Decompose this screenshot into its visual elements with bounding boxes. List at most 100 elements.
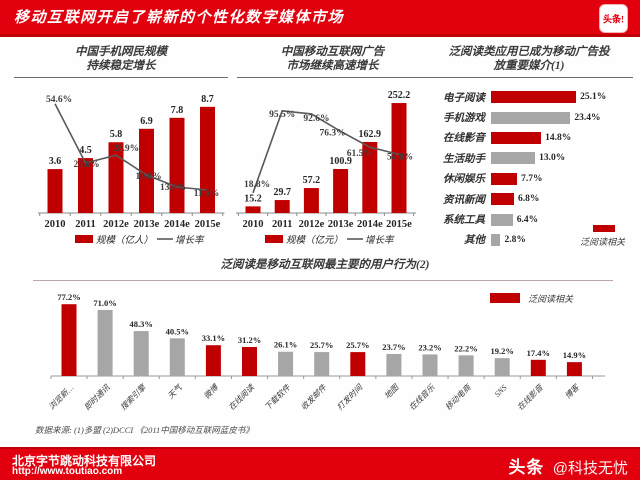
media-value: 23.4% <box>574 112 601 123</box>
behavior-value-label: 17.4% <box>527 348 550 358</box>
company-name: 北京字节跳动科技有限公司 <box>12 454 157 468</box>
growth-label: 54.8% <box>387 152 413 162</box>
section-user-behavior: 泛阅读是移动互联网最主要的用户行为(2) 泛阅读相关 77.2% 浏览新… 71.0%… <box>25 256 625 424</box>
growth-label: 25.0% <box>73 160 99 170</box>
bar-value-label: 4.5 <box>79 145 92 156</box>
bar-2015e <box>391 103 407 213</box>
media-row: 手机游戏 23.4% <box>423 107 635 127</box>
media-row: 资讯新闻 6.8% <box>423 189 635 209</box>
panel-mobile-netizens: 中国手机网民规模 持续稳定增长 3.6 2010 4.5 2011 5.8 2012e 6.… <box>12 45 230 246</box>
behavior-value-label: 26.1% <box>274 340 297 350</box>
behavior-bar <box>242 346 257 376</box>
media-value: 6.8% <box>518 194 540 205</box>
media-label: 资讯新闻 <box>443 194 485 206</box>
media-value: 13.0% <box>539 153 566 164</box>
legend-line-label: 增长率 <box>175 234 205 246</box>
behavior-category-label: 在线阅读 <box>227 382 257 412</box>
growth-label: 19.0% <box>135 172 161 182</box>
behavior-category-label: 在线影音 <box>516 382 546 412</box>
growth-label: 13.0% <box>160 183 186 193</box>
x-axis-label: 2012e <box>299 219 325 230</box>
mobile-ad-market-plot: 15.2 2010 29.7 2011 57.2 2012e 100.9 2013e 162.9… <box>236 90 416 246</box>
behavior-bar <box>205 345 221 376</box>
growth-label: 95.5% <box>269 110 295 120</box>
media-value: 25.1% <box>580 92 607 103</box>
behavior-bar <box>314 352 330 376</box>
media-label: 其他 <box>464 235 485 247</box>
admedia-chart-title: 泛阅读类应用已成为移动广告投 放重要媒介(1) <box>448 46 610 72</box>
title-rule <box>425 77 633 78</box>
x-axis-label: 2014e <box>357 219 383 230</box>
growth-line <box>54 103 208 191</box>
media-bar <box>491 152 536 165</box>
media-row: 系统工具 6.4% <box>423 209 635 229</box>
media-label: 电子阅读 <box>443 92 485 104</box>
growth-label: 18.8% <box>244 180 270 190</box>
behavior-category-label: 地图 <box>383 382 401 400</box>
legend-bar-swatch <box>75 235 93 243</box>
legend-bar-swatch <box>265 235 283 243</box>
behavior-category-label: 收发邮件 <box>299 382 329 412</box>
company-url: http://www.toutiao.com <box>12 466 123 477</box>
media-bar <box>491 131 542 144</box>
toutiao-logo-icon: 头条! <box>599 4 628 33</box>
media-value: 14.8% <box>545 132 572 143</box>
media-bar <box>491 172 518 185</box>
bar-value-label: 252.2 <box>388 90 411 101</box>
media-label: 手机游戏 <box>443 113 485 125</box>
legend-bar-label: 规模（亿人） <box>96 234 153 246</box>
behavior-category-label: 即时通讯 <box>83 382 113 412</box>
bar-2011 <box>274 200 290 213</box>
x-axis-label: 2013e <box>328 219 354 230</box>
behavior-bar <box>133 331 149 376</box>
behavior-category-label: 移动电商 <box>444 382 474 412</box>
panel-ad-market: 中国移动互联网广告 市场继续高速增长 15.2 2010 29.7 2011 57.2 2… <box>235 45 430 246</box>
media-value: 7.7% <box>521 173 543 184</box>
bar-value-label: 29.7 <box>273 187 291 198</box>
behavior-value-label: 33.1% <box>202 333 225 343</box>
media-row: 其他 2.8% <box>423 230 635 250</box>
brand-name: 头条 <box>508 458 545 477</box>
growth-label: 76.3% <box>320 128 346 138</box>
bar-value-label: 15.2 <box>244 193 262 204</box>
legend-line-label: 增长率 <box>365 234 395 246</box>
growth-label: 92.6% <box>303 114 329 124</box>
behavior-value-label: 14.9% <box>563 350 586 360</box>
behavior-category-label: SNS <box>493 383 509 399</box>
behavior-bar <box>566 362 582 376</box>
legend-swatch <box>593 225 615 232</box>
behavior-category-label: 浏览新… <box>47 383 75 411</box>
media-value: 2.8% <box>504 234 526 245</box>
growth-label: 54.6% <box>46 95 72 105</box>
behavior-value-label: 77.2% <box>57 292 80 302</box>
behavior-value-label: 23.7% <box>382 342 405 352</box>
behavior-category-label: 搜索引擎 <box>119 382 149 412</box>
behavior-category-label: 微博 <box>202 382 221 401</box>
x-axis-label: 2010 <box>243 219 264 230</box>
behavior-chart-title: 泛阅读是移动互联网最主要的用户行为(2) <box>220 259 430 271</box>
x-axis-label: 2014e <box>164 219 190 230</box>
title-rule <box>33 280 613 281</box>
behavior-category-label: 博客 <box>563 382 581 400</box>
media-row: 休闲娱乐 7.7% <box>423 169 635 189</box>
behavior-value-label: 31.2% <box>238 335 261 345</box>
growth-label: 28.9% <box>113 144 139 154</box>
legend-bar-label: 规模（亿元） <box>286 234 343 246</box>
bar-value-label: 8.7 <box>201 94 214 105</box>
behavior-value-label: 71.0% <box>93 298 116 308</box>
behavior-value-label: 48.3% <box>130 319 153 329</box>
behavior-value-label: 23.2% <box>418 342 441 352</box>
bar-value-label: 5.8 <box>110 129 123 140</box>
netizens-chart-title: 中国手机网民规模 持续稳定增长 <box>75 46 167 72</box>
behavior-bar <box>458 355 474 376</box>
media-label: 生活助手 <box>443 153 485 165</box>
bar-2010 <box>47 169 63 213</box>
media-row: 在线影音 14.8% <box>423 128 635 148</box>
media-bar <box>491 213 513 226</box>
x-axis-label: 2013e <box>134 219 160 230</box>
footer-bar: 北京字节跳动科技有限公司 http://www.toutiao.com 头条 @… <box>0 447 640 480</box>
growth-label: 11.5% <box>194 189 220 199</box>
media-bar <box>491 193 515 206</box>
panel-ad-media: 泛阅读类应用已成为移动广告投 放重要媒介(1) 电子阅读 25.1% 手机游戏 23.… <box>423 45 635 247</box>
